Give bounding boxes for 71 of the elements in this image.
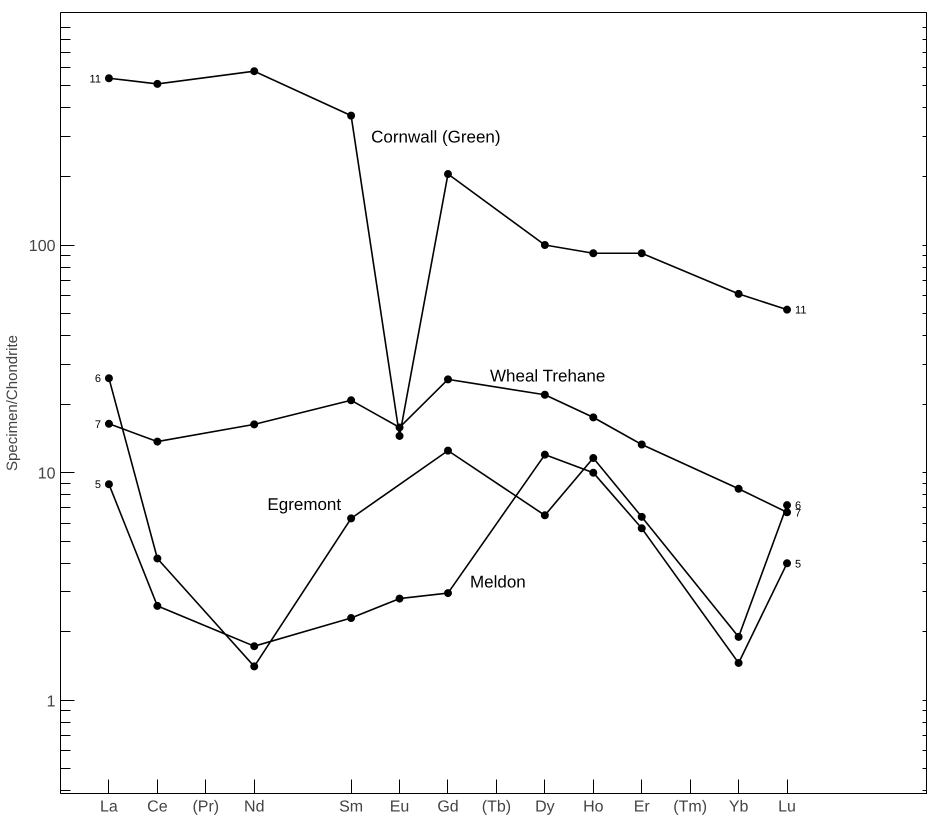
point	[347, 514, 356, 522]
point	[638, 512, 646, 521]
annotation: 11	[795, 304, 806, 317]
point	[104, 420, 113, 428]
series-label: Egremont	[267, 494, 342, 514]
annotation: 7	[795, 507, 802, 520]
point	[540, 450, 549, 459]
x-tick-label: Sm	[339, 798, 364, 816]
annotation: 6	[94, 373, 101, 386]
point	[734, 290, 743, 298]
x-tick-label: Ce	[147, 798, 168, 816]
point	[589, 413, 598, 422]
point	[638, 440, 646, 448]
y-axis-title: Specimen/Chondrite	[4, 335, 21, 471]
point	[540, 511, 549, 520]
point	[783, 559, 792, 568]
annotation: 7	[94, 418, 101, 431]
point	[396, 423, 404, 432]
x-tick-label: Nd	[244, 798, 264, 816]
annotation: 5	[795, 558, 802, 570]
point	[104, 480, 113, 488]
x-tick-label: Gd	[437, 798, 459, 816]
point	[347, 112, 356, 120]
annotation: 11	[90, 73, 101, 86]
point	[153, 438, 162, 446]
point	[638, 524, 646, 532]
point	[153, 554, 162, 562]
x-tick-label: La	[100, 798, 118, 816]
y-tick-label: 10	[38, 466, 56, 483]
series-label: Cornwall (Green)	[371, 128, 501, 147]
point	[783, 306, 792, 314]
point	[444, 589, 452, 598]
point	[540, 390, 549, 399]
point	[250, 662, 258, 670]
point	[444, 375, 452, 384]
x-tick-label: Dy	[535, 798, 555, 816]
point	[396, 594, 404, 603]
point	[250, 67, 258, 76]
x-tick-label: (Tm)	[673, 798, 708, 816]
x-tick-label: (Pr)	[192, 798, 220, 816]
point	[104, 374, 113, 382]
point	[347, 614, 356, 622]
point	[589, 249, 598, 258]
series-label: Meldon	[470, 572, 526, 592]
point	[153, 602, 162, 610]
y-tick-label: 100	[28, 238, 56, 256]
point	[250, 420, 258, 428]
series-label: Wheal Trehane	[490, 366, 606, 386]
point	[347, 396, 356, 404]
point	[589, 468, 598, 477]
point	[444, 170, 452, 178]
point	[734, 658, 743, 667]
point	[783, 501, 792, 510]
point	[104, 74, 113, 82]
x-tick-label: Eu	[390, 798, 410, 816]
y-tick-label: 1	[46, 693, 56, 710]
point	[638, 249, 646, 258]
x-tick-label: Lu	[778, 798, 796, 816]
annotation: 5	[94, 479, 101, 492]
x-tick-label: Ho	[583, 798, 604, 816]
point	[250, 642, 258, 650]
x-tick-label: (Tb)	[482, 798, 512, 816]
point	[153, 80, 162, 88]
point	[589, 454, 598, 462]
point	[734, 484, 743, 493]
point	[734, 632, 743, 641]
x-tick-label: Yb	[728, 798, 748, 816]
point	[540, 241, 549, 250]
point	[444, 446, 452, 455]
x-tick-label: Er	[634, 798, 650, 816]
point	[396, 432, 404, 440]
